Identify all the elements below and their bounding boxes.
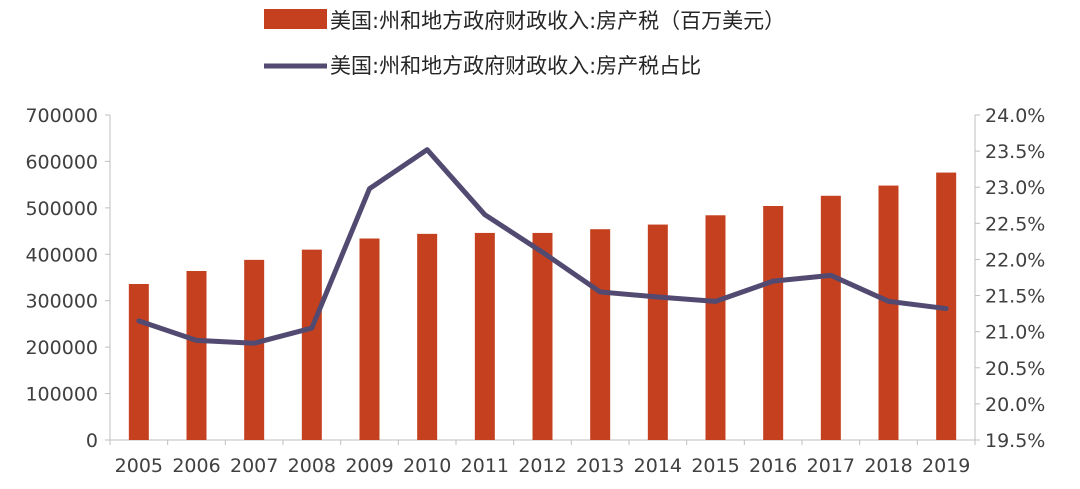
x-tick-label: 2013 <box>576 455 624 477</box>
x-tick-label: 2006 <box>172 455 220 477</box>
legend: 美国:州和地方政府财政收入:房产税（百万美元） 美国:州和地方政府财政收入:房产… <box>264 9 785 78</box>
bar <box>821 196 841 440</box>
left-tick-label: 100000 <box>25 384 98 406</box>
bar <box>648 225 668 440</box>
x-tick-label: 2014 <box>634 455 682 477</box>
bar <box>302 250 322 440</box>
right-tick-label: 20.5% <box>985 358 1045 380</box>
x-tick-label: 2010 <box>403 455 451 477</box>
bar <box>879 186 899 440</box>
x-tick-label: 2011 <box>461 455 509 477</box>
bar <box>360 239 380 441</box>
bar <box>590 229 610 440</box>
right-tick-label: 24.0% <box>985 105 1045 127</box>
x-tick-label: 2012 <box>518 455 566 477</box>
left-tick-label: 0 <box>86 430 98 452</box>
x-tick-label: 2018 <box>864 455 912 477</box>
x-tick-label: 2015 <box>691 455 739 477</box>
bar <box>533 233 553 440</box>
right-tick-label: 23.5% <box>985 141 1045 163</box>
x-tick-label: 2005 <box>115 455 163 477</box>
right-tick-label: 21.0% <box>985 322 1045 344</box>
bar <box>763 206 783 440</box>
x-tick-label: 2017 <box>807 455 855 477</box>
left-tick-label: 500000 <box>25 198 98 220</box>
left-tick-label: 600000 <box>25 151 98 173</box>
left-tick-label: 400000 <box>25 244 98 266</box>
bar <box>244 260 264 440</box>
bar <box>187 271 207 440</box>
x-tick-label: 2008 <box>288 455 336 477</box>
left-tick-label: 700000 <box>25 105 98 127</box>
left-tick-label: 300000 <box>25 291 98 313</box>
right-tick-label: 22.5% <box>985 213 1045 235</box>
right-tick-label: 23.0% <box>985 177 1045 199</box>
bar <box>417 234 437 440</box>
right-tick-label: 22.0% <box>985 249 1045 271</box>
right-tick-label: 20.0% <box>985 394 1045 416</box>
left-tick-label: 200000 <box>25 337 98 359</box>
x-tick-label: 2007 <box>230 455 278 477</box>
x-tick-label: 2016 <box>749 455 797 477</box>
legend-bar-swatch <box>264 9 327 29</box>
x-tick-label: 2009 <box>345 455 393 477</box>
x-tick-label: 2019 <box>922 455 970 477</box>
legend-label-bar: 美国:州和地方政府财政收入:房产税（百万美元） <box>330 9 785 33</box>
bar <box>475 233 495 440</box>
right-tick-label: 21.5% <box>985 286 1045 308</box>
bar <box>706 215 726 440</box>
bar-series <box>129 173 956 440</box>
legend-label-line: 美国:州和地方政府财政收入:房产税占比 <box>330 54 701 78</box>
right-tick-label: 19.5% <box>985 430 1045 452</box>
bar <box>129 284 149 440</box>
